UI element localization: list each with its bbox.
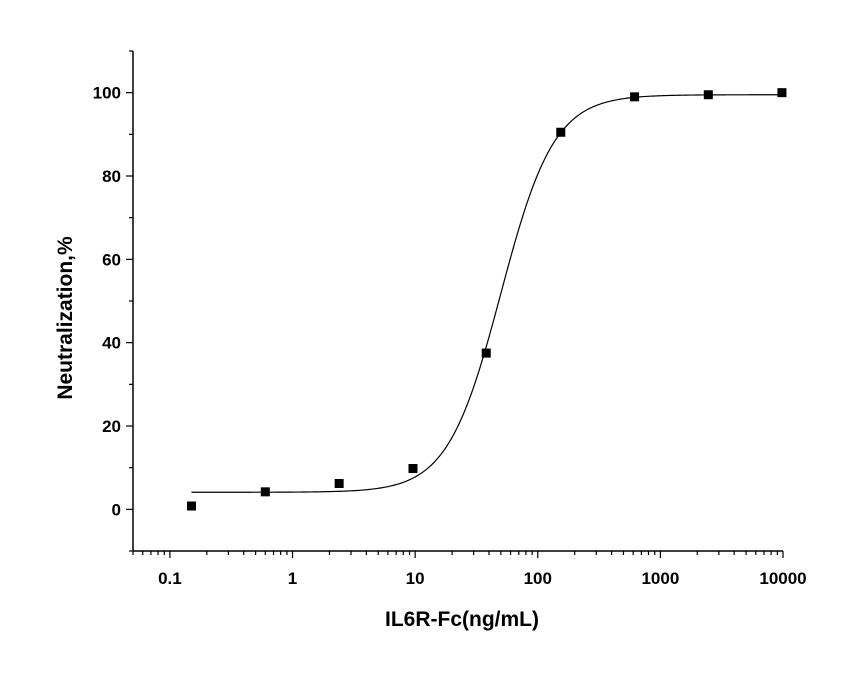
- x-axis-label: IL6R-Fc(ng/mL): [385, 608, 539, 631]
- data-points: [187, 88, 787, 511]
- x-tick-label: 100: [524, 569, 552, 588]
- y-tick-label: 100: [93, 84, 121, 103]
- y-tick-label: 80: [102, 167, 121, 186]
- x-tick-label: 10000: [759, 569, 806, 588]
- x-tick-label: 1: [288, 569, 297, 588]
- data-point: [777, 88, 787, 98]
- y-tick-label: 20: [102, 417, 121, 436]
- x-axis-ticks: 0.1 1 10 100 1000 10000: [132, 551, 807, 588]
- x-tick-label: 0.1: [158, 569, 182, 588]
- data-point: [556, 127, 566, 137]
- y-axis-label: Neutralization,%: [54, 236, 77, 400]
- y-axis-ticks: 0 20 40 60 80 100: [93, 50, 133, 552]
- data-point: [408, 464, 418, 473]
- data-point: [703, 90, 713, 100]
- data-point: [260, 487, 270, 497]
- axes: [132, 51, 783, 552]
- data-point: [334, 479, 344, 488]
- y-tick-label: 60: [102, 250, 121, 269]
- data-point: [630, 92, 640, 102]
- fit-curve: [191, 94, 782, 493]
- x-tick-label: 10: [406, 569, 425, 588]
- y-tick-label: 0: [112, 500, 121, 519]
- y-tick-label: 40: [102, 334, 121, 353]
- data-point: [481, 348, 491, 358]
- data-point: [187, 501, 197, 511]
- x-tick-label: 1000: [641, 569, 679, 588]
